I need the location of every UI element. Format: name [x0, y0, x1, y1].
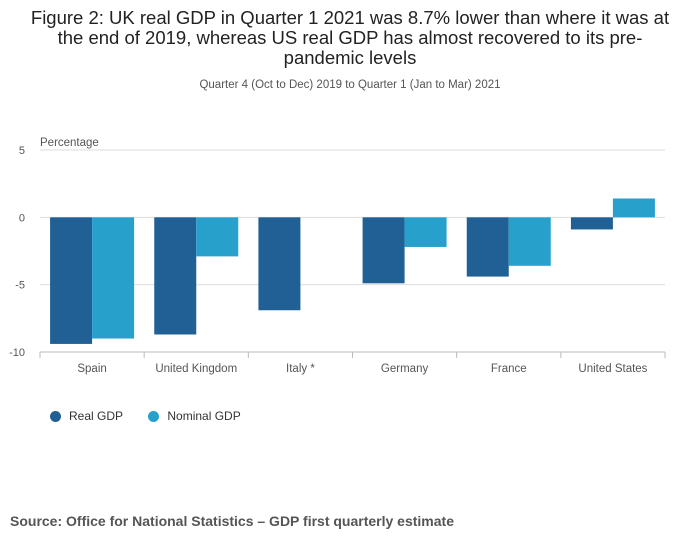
bar-nominal-gdp: [612, 198, 655, 218]
bar-real-gdp: [466, 217, 509, 277]
bar-real-gdp: [362, 217, 405, 284]
chart-subtitle: Quarter 4 (Oct to Dec) 2019 to Quarter 1…: [199, 79, 501, 91]
gdp-bar-chart: 5 0 -5 -10 Percentage Spain United Kingdom Ital…: [9, 137, 666, 375]
bar-real-gdp: [50, 217, 93, 344]
bar-nominal-gdp: [404, 217, 447, 247]
legend-label-real-gdp: Real GDP: [69, 409, 124, 423]
chart-title: Figure 2: UK real GDP in Quarter 1 2021 …: [30, 7, 670, 68]
x-tick-label: Italy *: [286, 363, 315, 375]
legend-label-nominal-gdp: Nominal GDP: [167, 409, 241, 423]
x-tick-label: Germany: [381, 363, 429, 375]
bar-real-gdp: [570, 217, 613, 230]
y-tick-label: 0: [19, 212, 25, 224]
bar-real-gdp: [154, 217, 197, 335]
bar-real-gdp: [258, 217, 301, 311]
y-tick-label: -5: [15, 280, 25, 292]
legend-item-real-gdp[interactable]: Real GDP: [50, 409, 123, 423]
x-tick-label: United States: [578, 363, 647, 375]
x-tick-label: France: [491, 363, 527, 375]
y-axis-label: Percentage: [40, 137, 99, 149]
bar-nominal-gdp: [92, 217, 135, 339]
x-tick-label: United Kingdom: [155, 363, 237, 375]
chart-legend: Real GDP Nominal GDP: [50, 409, 263, 425]
legend-item-nominal-gdp[interactable]: Nominal GDP: [148, 409, 241, 423]
source-note: Source: Office for National Statistics –…: [10, 513, 454, 529]
real-gdp-swatch: [50, 410, 61, 422]
bar-nominal-gdp: [196, 217, 239, 257]
nominal-gdp-swatch: [148, 410, 160, 422]
bar-nominal-gdp: [508, 217, 551, 266]
y-tick-label: 5: [19, 145, 25, 157]
y-tick-label: -10: [9, 347, 25, 359]
x-tick-label: Spain: [77, 363, 106, 375]
